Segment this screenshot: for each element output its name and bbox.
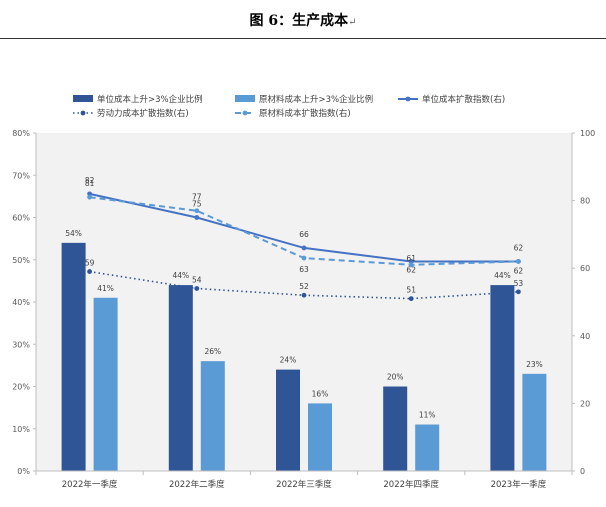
left-tick-label: 20% <box>12 383 30 392</box>
right-tick-label: 80 <box>580 197 590 206</box>
line-data-label: 54 <box>192 275 202 284</box>
x-tick-label: 2023年一季度 <box>491 479 547 490</box>
bar-1 <box>276 369 300 471</box>
line-point-dashed <box>194 208 200 214</box>
line-point-solid <box>408 259 414 264</box>
legend-swatch-marker <box>80 110 86 116</box>
legend-label: 单位成本上升>3%企业比例 <box>97 94 203 105</box>
line-data-label: 61 <box>406 254 416 263</box>
bar-2 <box>415 424 440 471</box>
line-data-label: 62 <box>406 265 416 274</box>
bar-1 <box>383 386 408 471</box>
right-tick-label: 20 <box>580 399 590 408</box>
x-tick-label: 2022年一季度 <box>62 479 118 490</box>
line-point-dashed <box>516 259 521 264</box>
bar-data-label: 24% <box>280 356 297 365</box>
bar-data-label: 26% <box>204 347 221 356</box>
bar-data-label: 54% <box>65 229 82 238</box>
bar-2 <box>200 361 225 471</box>
legend-swatch-bar <box>235 95 255 102</box>
bar-1 <box>168 285 193 471</box>
line-point-dotted <box>301 292 307 298</box>
left-tick-label: 80% <box>12 129 30 138</box>
legend-swatch-bar <box>73 95 93 102</box>
bar-data-label: 44% <box>172 271 189 280</box>
bar-data-label: 20% <box>387 373 404 382</box>
legend-label: 单位成本扩散指数(右) <box>422 94 505 105</box>
line-point-solid <box>194 215 200 220</box>
line-data-label: 66 <box>299 230 309 239</box>
left-axis: 0% 10% 20% 30% 40% 50% 60% 70% 80% <box>12 129 37 476</box>
line-point-solid <box>87 191 92 197</box>
left-tick-label: 40% <box>12 298 30 307</box>
plot-background <box>36 133 572 471</box>
return-mark-icon: ↵ <box>348 17 357 28</box>
line-point-dotted <box>194 286 200 291</box>
bar-data-label: 41% <box>97 284 114 293</box>
bar-1 <box>61 242 86 471</box>
bar-2 <box>308 403 332 471</box>
line-data-label: 59 <box>85 259 95 268</box>
bar-data-label: 23% <box>526 360 543 369</box>
right-tick-label: 100 <box>580 129 595 138</box>
line-data-label: 62 <box>514 243 524 252</box>
right-axis: 0 20 40 60 80 100 <box>571 129 595 476</box>
legend-label: 原材料成本上升>3%企业比例 <box>259 94 373 105</box>
bar-2 <box>93 297 118 471</box>
legend-swatch-marker <box>405 96 411 102</box>
bar-series: 54% 44% 24% 20% 44% 41% 26% 16% 11% 23% <box>61 229 547 471</box>
line-point-dotted <box>516 289 521 295</box>
line-point-dotted <box>87 269 92 274</box>
left-tick-label: 10% <box>12 425 30 434</box>
legend-swatch-marker <box>242 110 248 116</box>
left-tick-label: 70% <box>12 171 30 180</box>
line-data-label: 62 <box>514 266 524 275</box>
left-tick-label: 50% <box>12 256 30 265</box>
line-data-label: 82 <box>85 176 95 185</box>
line-data-label: 81 <box>85 179 95 188</box>
bar-2 <box>522 373 547 471</box>
line-point-dashed <box>301 255 307 261</box>
left-tick-label: 0% <box>17 467 30 476</box>
line-data-label: 63 <box>299 265 309 274</box>
left-tick-label: 60% <box>12 214 30 223</box>
x-axis: 2022年一季度 2022年二季度 2022年三季度 2022年四季度 2023年一季度 <box>35 470 573 490</box>
line-point-dashed <box>87 194 92 200</box>
x-tick-label: 2022年二季度 <box>169 479 225 490</box>
x-tick-label: 2022年三季度 <box>276 479 332 490</box>
figure-title: 图 6：生产成本↵ <box>0 10 606 30</box>
line-point-dotted <box>408 296 414 302</box>
figure-title-text: 图 6：生产成本 <box>249 13 349 29</box>
bar-data-label: 44% <box>494 271 511 280</box>
line-point-dashed <box>408 262 414 268</box>
left-tick-label: 30% <box>12 340 30 349</box>
line-dotted <box>89 270 519 300</box>
line-data-label: 53 <box>514 279 524 288</box>
line-series: 82 75 66 62 62 59 54 52 51 53 81 77 63 61 62 <box>85 176 524 302</box>
bar-data-label: 16% <box>312 389 329 398</box>
bar-data-label: 11% <box>419 411 436 420</box>
line-point-solid <box>301 245 307 251</box>
right-tick-label: 40 <box>580 332 590 341</box>
right-tick-label: 60 <box>580 264 590 273</box>
right-tick-label: 0 <box>580 467 585 476</box>
x-tick-label: 2022年四季度 <box>383 479 439 490</box>
line-data-label: 51 <box>406 286 416 295</box>
legend: 单位成本上升>3%企业比例 原材料成本上升>3%企业比例 单位成本扩散指数(右) 劳动… <box>73 94 505 119</box>
bar-1 <box>490 285 515 471</box>
legend-label: 原材料成本扩散指数(右) <box>259 108 351 119</box>
line-data-label: 75 <box>192 200 202 209</box>
line-data-label: 52 <box>299 282 309 291</box>
legend-label: 劳动力成本扩散指数(右) <box>97 108 189 119</box>
title-rule <box>0 38 606 39</box>
line-data-label: 77 <box>192 193 202 202</box>
